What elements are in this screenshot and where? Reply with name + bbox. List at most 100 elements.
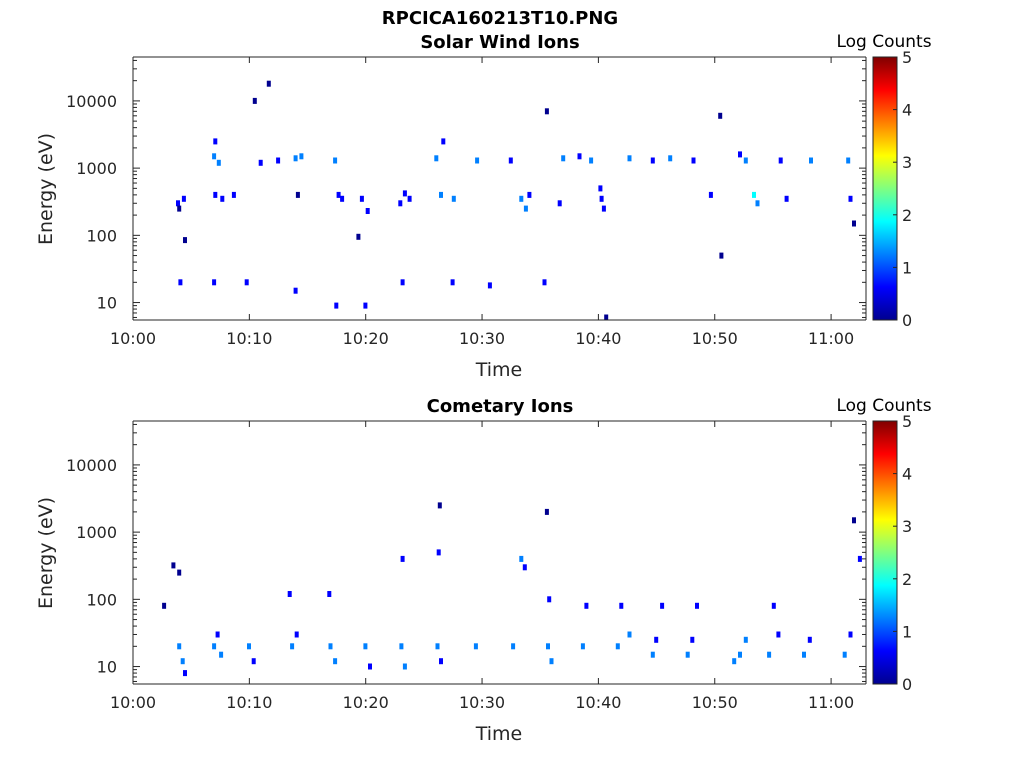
data-cell bbox=[399, 643, 404, 650]
data-cell bbox=[619, 602, 624, 609]
colorbar-tick-label: 4 bbox=[902, 101, 912, 120]
data-cell bbox=[363, 643, 368, 650]
data-cell bbox=[435, 643, 440, 650]
y-tick-label: 100 bbox=[86, 590, 117, 609]
data-cell bbox=[266, 80, 271, 87]
data-cell bbox=[784, 195, 789, 202]
data-cell bbox=[299, 153, 304, 160]
y-axis-label: Energy (eV) bbox=[35, 497, 57, 609]
data-cell bbox=[660, 602, 665, 609]
x-tick-label: 10:40 bbox=[575, 693, 621, 712]
data-cell bbox=[544, 108, 549, 115]
x-tick-label: 10:50 bbox=[692, 693, 738, 712]
spectrogram-cells bbox=[176, 80, 856, 321]
colorbar-tick-label: 0 bbox=[902, 311, 912, 330]
colorbar-ticks: 0 1 2 3 4 5 bbox=[893, 48, 912, 330]
data-cell bbox=[519, 555, 524, 562]
colorbar: Log Counts 0 1 2 3 4 5 bbox=[836, 396, 931, 694]
y-tick-label: 10 bbox=[97, 658, 117, 677]
x-tick-label: 10:20 bbox=[343, 329, 389, 348]
data-cell bbox=[802, 651, 806, 658]
data-cell bbox=[434, 155, 439, 162]
data-cell bbox=[523, 205, 528, 212]
data-cell bbox=[177, 205, 182, 212]
colorbar-tick-label: 5 bbox=[902, 48, 912, 67]
y-tick-label: 10000 bbox=[66, 92, 117, 111]
data-cell bbox=[522, 564, 527, 571]
data-cell bbox=[848, 631, 853, 638]
data-cell bbox=[295, 191, 300, 198]
data-cell bbox=[359, 195, 364, 202]
data-cell bbox=[439, 191, 443, 198]
data-cell bbox=[604, 314, 609, 321]
data-cell bbox=[400, 279, 405, 286]
y-tick-label: 1000 bbox=[76, 159, 117, 178]
data-cell bbox=[767, 651, 772, 658]
data-cell bbox=[183, 670, 187, 677]
data-cell bbox=[654, 636, 659, 643]
panel-title: Cometary Ions bbox=[427, 396, 574, 417]
data-cell bbox=[557, 200, 562, 207]
data-cell bbox=[340, 195, 345, 202]
y-axis-label: Energy (eV) bbox=[35, 133, 57, 245]
data-cell bbox=[398, 200, 403, 207]
data-cell bbox=[215, 631, 220, 638]
data-cell bbox=[293, 155, 298, 162]
x-tick-label: 10:50 bbox=[692, 329, 738, 348]
data-cell bbox=[162, 602, 167, 609]
data-cell bbox=[511, 643, 516, 650]
data-cell bbox=[219, 651, 224, 658]
colorbar-tick-label: 4 bbox=[902, 465, 912, 484]
data-cell bbox=[183, 237, 187, 244]
data-cell bbox=[695, 602, 699, 609]
colorbar-tick-label: 1 bbox=[902, 258, 912, 277]
data-cell bbox=[738, 151, 742, 158]
data-cell bbox=[327, 591, 332, 597]
data-cell bbox=[400, 555, 405, 562]
data-cell bbox=[752, 191, 756, 198]
data-cell bbox=[294, 631, 299, 638]
data-cell bbox=[176, 200, 180, 207]
solar-wind-panel: Solar Wind Ions 10:00 10:10 10:20 10:30 10:4… bbox=[35, 32, 932, 381]
x-axis-ticks: 10:00 10:10 10:20 10:30 10:40 10:50 11:00 bbox=[110, 421, 854, 712]
x-tick-label: 10:30 bbox=[459, 693, 505, 712]
data-cell bbox=[441, 138, 446, 145]
data-cell bbox=[809, 157, 813, 164]
data-cell bbox=[231, 191, 236, 198]
panel-title: Solar Wind Ions bbox=[420, 32, 579, 53]
data-cell bbox=[846, 157, 851, 164]
data-cell bbox=[546, 643, 550, 650]
data-cell bbox=[650, 651, 655, 658]
data-cell bbox=[356, 233, 361, 240]
data-cell bbox=[368, 663, 372, 670]
data-cell bbox=[778, 157, 783, 164]
data-cell bbox=[363, 302, 368, 309]
x-axis-label: Time bbox=[475, 359, 523, 381]
data-cell bbox=[685, 651, 690, 658]
data-cell bbox=[580, 643, 585, 650]
data-cell bbox=[708, 191, 713, 198]
data-cell bbox=[333, 157, 338, 164]
data-cell bbox=[561, 155, 566, 162]
spectrogram-cells bbox=[162, 502, 862, 677]
y-tick-label: 1000 bbox=[76, 523, 117, 542]
data-cell bbox=[247, 643, 251, 650]
data-cell bbox=[598, 185, 603, 192]
y-axis-ticks: 10 100 1000 10000 bbox=[66, 59, 866, 318]
data-cell bbox=[547, 596, 552, 603]
data-cell bbox=[732, 658, 737, 665]
colorbar: Log Counts 0 1 2 3 4 5 bbox=[836, 32, 931, 330]
data-cell bbox=[519, 195, 524, 202]
y-tick-label: 100 bbox=[86, 226, 117, 245]
data-cell bbox=[738, 651, 742, 658]
data-cell bbox=[755, 200, 760, 207]
data-cell bbox=[627, 155, 632, 162]
data-cell bbox=[276, 157, 281, 164]
data-cell bbox=[848, 195, 853, 202]
colorbar-label: Log Counts bbox=[836, 396, 931, 416]
data-cell bbox=[542, 279, 547, 286]
data-cell bbox=[171, 562, 176, 569]
data-cell bbox=[290, 643, 295, 650]
x-tick-label: 11:00 bbox=[808, 693, 854, 712]
figure-title: RPCICA160213T10.PNG bbox=[382, 8, 618, 29]
